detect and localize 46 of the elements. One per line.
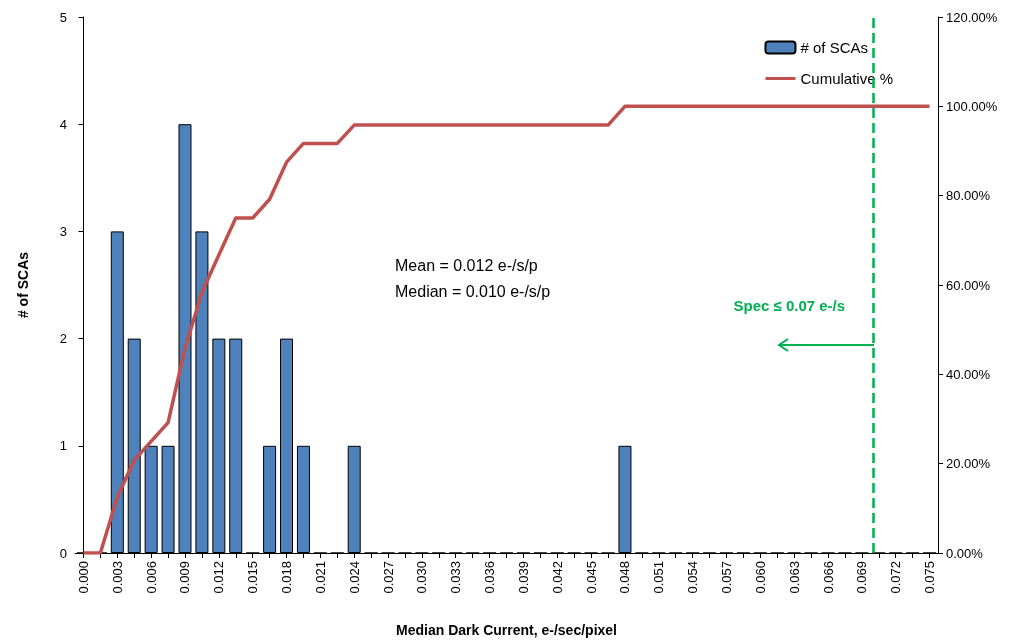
x-tick-label: 0.027 [380, 561, 396, 594]
y-tick-label: 1 [59, 438, 67, 454]
y2-tick-label: 60.00% [946, 277, 991, 293]
x-tick-label: 0.024 [346, 561, 362, 594]
y2-tick-label: 0.00% [946, 545, 984, 561]
x-tick-label: 0.030 [414, 561, 430, 594]
x-tick-label: 0.069 [854, 561, 870, 594]
x-tick-label: 0.012 [211, 561, 227, 594]
x-tick-label: 0.018 [279, 561, 295, 594]
legend-label: Cumulative % [800, 70, 894, 87]
x-tick-label: 0.051 [651, 561, 667, 594]
x-tick-label: 0.033 [448, 561, 464, 594]
ref-line-label: Spec ≤ 0.07 e-/s [733, 297, 846, 314]
y-tick-label: 3 [59, 223, 67, 239]
x-tick-label: 0.066 [820, 561, 836, 594]
x-tick-label: 0.039 [515, 561, 531, 594]
x-tick-label: 0.072 [888, 561, 904, 594]
annotation: Median = 0.010 e-/s/p [395, 282, 551, 300]
x-tick-label: 0.009 [177, 561, 193, 594]
x-axis-title: Median Dark Current, e-/sec/pixel [396, 622, 617, 638]
annotation: Mean = 0.012 e-/s/p [395, 256, 538, 274]
x-tick-label: 0.042 [549, 561, 565, 594]
legend-label: # of SCAs [800, 39, 868, 56]
y-axis-title: # of SCAs [15, 251, 31, 319]
y2-tick-label: 120.00% [946, 9, 998, 25]
x-tick-label: 0.000 [75, 561, 91, 594]
y2-tick-label: 80.00% [946, 188, 991, 204]
x-tick-label: 0.048 [617, 561, 633, 594]
x-tick-label: 0.003 [109, 561, 125, 594]
x-tick-label: 0.036 [482, 561, 498, 594]
y2-tick-label: 40.00% [946, 366, 991, 382]
x-tick-label: 0.015 [245, 561, 261, 594]
y-tick-label: 4 [59, 116, 67, 132]
x-tick-label: 0.060 [752, 561, 768, 594]
x-tick-label: 0.021 [312, 561, 328, 594]
y2-tick-label: 100.00% [946, 98, 998, 114]
y-tick-label: 0 [59, 545, 67, 561]
x-tick-label: 0.054 [685, 561, 701, 594]
x-tick-label: 0.075 [922, 561, 938, 594]
y-tick-label: 5 [59, 9, 67, 25]
y2-tick-label: 20.00% [946, 456, 991, 472]
y-tick-label: 2 [59, 331, 67, 347]
x-tick-label: 0.006 [143, 561, 159, 594]
x-tick-label: 0.063 [786, 561, 802, 594]
x-tick-label: 0.057 [718, 561, 734, 594]
x-tick-label: 0.045 [583, 561, 599, 594]
